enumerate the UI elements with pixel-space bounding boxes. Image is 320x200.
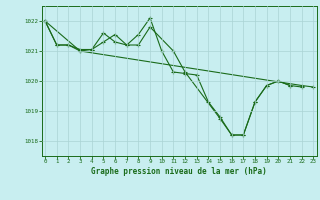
X-axis label: Graphe pression niveau de la mer (hPa): Graphe pression niveau de la mer (hPa) [91,167,267,176]
